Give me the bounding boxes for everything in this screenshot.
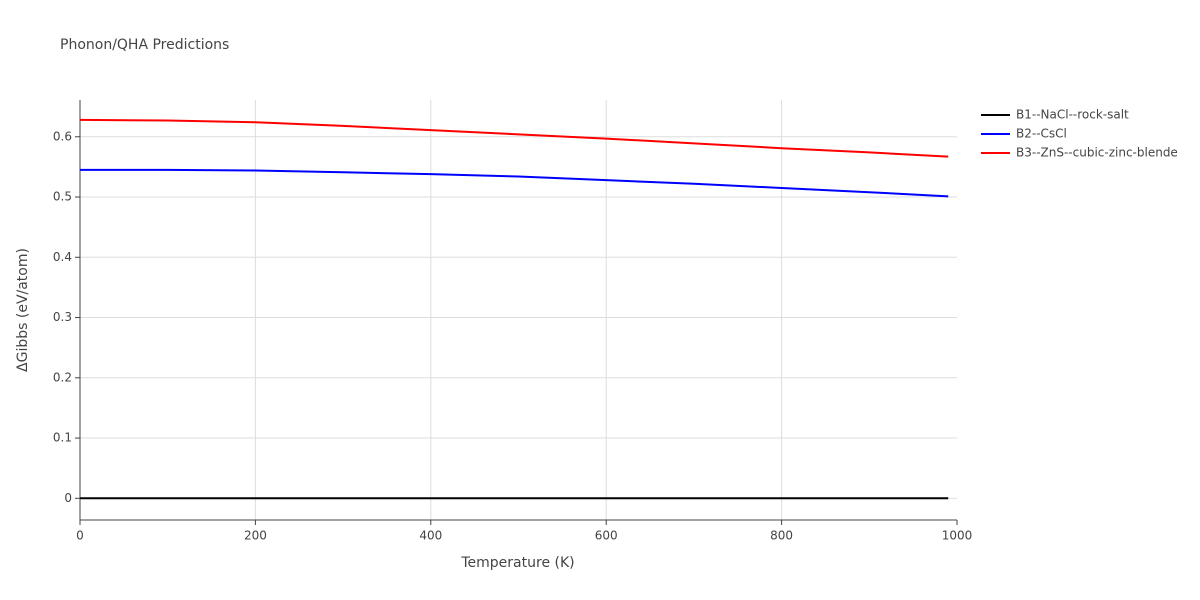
y-axis-label: ΔGibbs (eV/atom) [15,248,31,372]
legend-label: B1--NaCl--rock-salt [1016,108,1129,122]
y-tick-label: 0.2 [53,370,72,384]
y-tick-label: 0.1 [53,431,72,445]
x-tick-label: 1000 [942,529,973,543]
y-tick-label: 0.4 [53,250,72,264]
y-tick-label: 0.6 [53,129,72,143]
x-tick-label: 200 [244,529,267,543]
y-tick-label: 0.5 [53,190,72,204]
x-tick-label: 600 [595,529,618,543]
y-tick-label: 0 [64,491,72,505]
x-axis-label: Temperature (K) [460,555,574,571]
x-tick-label: 0 [76,529,84,543]
legend-label: B2--CsCl [1016,127,1067,141]
x-tick-label: 400 [419,529,442,543]
legend-label: B3--ZnS--cubic-zinc-blende [1016,146,1178,160]
x-tick-label: 800 [770,529,793,543]
y-tick-label: 0.3 [53,310,72,324]
chart-title: Phonon/QHA Predictions [60,37,229,53]
line [80,168,949,198]
line [79,118,949,158]
